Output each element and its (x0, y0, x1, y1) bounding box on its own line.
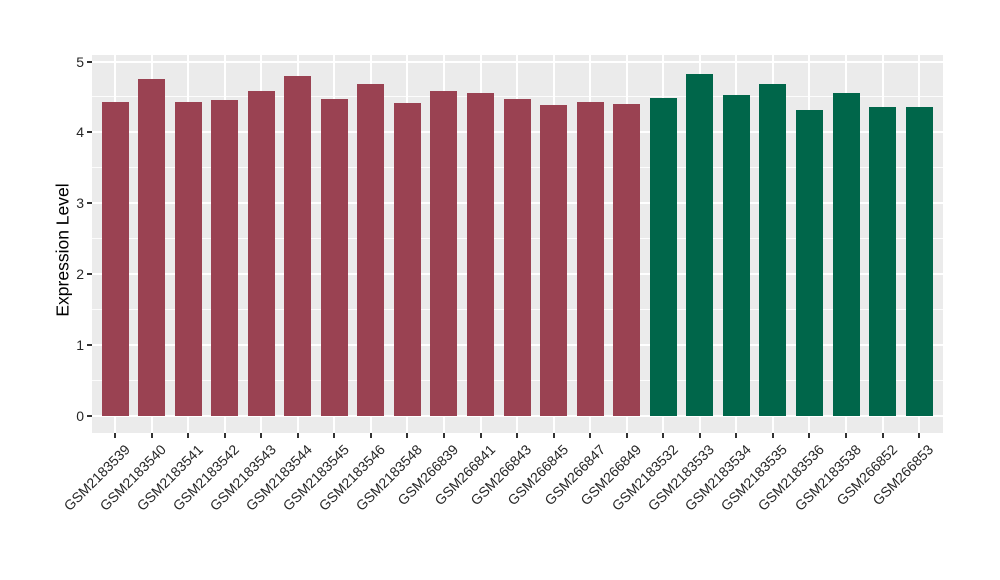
x-tick-mark (625, 433, 628, 438)
x-tick-mark (369, 433, 372, 438)
bar-GSM2183540 (138, 79, 166, 416)
x-tick-mark (735, 433, 738, 438)
bar-GSM2183548 (393, 102, 421, 416)
bar-GSM2183546 (357, 84, 385, 416)
y-tick-mark (87, 273, 92, 276)
x-tick-mark (845, 433, 847, 438)
x-tick-mark (516, 433, 519, 438)
bar-GSM2183533 (686, 74, 714, 416)
y-tick-label: 3 (76, 195, 84, 212)
bar-GSM266847 (576, 101, 604, 416)
x-tick-mark (406, 433, 409, 438)
x-tick-mark (771, 433, 774, 438)
bar-GSM2183542 (211, 99, 239, 416)
bar-GSM2183541 (174, 101, 202, 416)
x-tick-mark (552, 433, 555, 438)
y-axis-title: Expression Level (52, 183, 73, 317)
y-tick-mark (87, 415, 92, 417)
y-tick-mark (87, 131, 92, 134)
x-tick-mark (479, 433, 482, 438)
bar-GSM2183539 (101, 101, 129, 416)
x-tick-mark (223, 433, 226, 438)
bar-GSM266843 (503, 99, 531, 416)
bar-GSM2183535 (759, 84, 787, 416)
y-tick-label: 2 (76, 266, 84, 283)
bar-GSM266845 (540, 105, 568, 416)
y-tick-label: 1 (76, 337, 84, 354)
y-tick-label: 4 (76, 124, 84, 141)
bar-GSM2183538 (832, 92, 860, 416)
x-tick-mark (442, 433, 445, 438)
bar-GSM266852 (869, 106, 897, 416)
x-tick-mark (698, 433, 701, 438)
x-tick-mark (187, 433, 190, 438)
bar-GSM266841 (467, 92, 494, 416)
x-tick-mark (114, 433, 116, 438)
x-tick-mark (589, 433, 592, 438)
x-tick-mark (150, 433, 153, 438)
x-tick-mark (918, 433, 921, 438)
bar-GSM2183536 (795, 110, 823, 416)
bar-GSM2183544 (284, 75, 312, 416)
y-tick-label: 5 (76, 53, 84, 70)
y-tick-mark (87, 60, 92, 63)
x-tick-mark (662, 433, 665, 438)
y-tick-mark (87, 202, 92, 205)
x-tick-mark (260, 433, 263, 438)
bar-GSM2183545 (320, 99, 348, 416)
x-tick-mark (296, 433, 299, 438)
y-tick-label: 0 (76, 408, 84, 424)
bar-GSM2183534 (722, 94, 750, 416)
bar-GSM2183543 (247, 90, 275, 416)
x-tick-mark (333, 433, 336, 438)
bar-GSM266853 (905, 106, 933, 416)
bar-GSM2183532 (649, 97, 677, 416)
bar-GSM266849 (613, 104, 641, 416)
x-tick-mark (881, 433, 884, 438)
x-tick-mark (808, 433, 811, 438)
bar-GSM266839 (430, 91, 458, 416)
y-tick-mark (87, 344, 92, 347)
